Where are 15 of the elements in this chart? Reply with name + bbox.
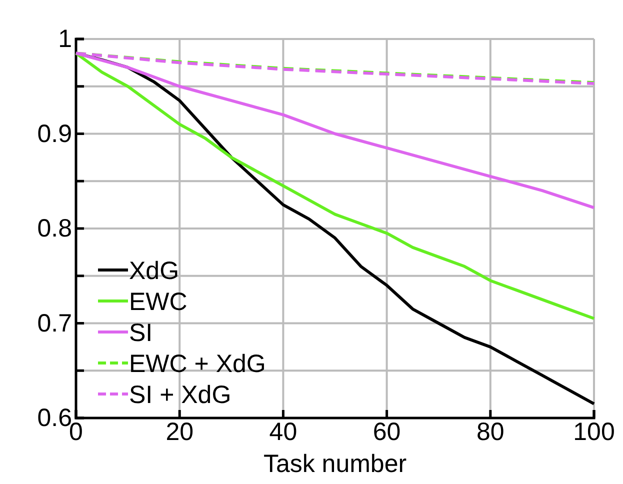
x-tick-label: 100 (573, 418, 615, 446)
y-tick-label: 0.9 (37, 120, 72, 148)
legend-label: XdG (129, 257, 180, 285)
x-tick-label: 20 (166, 418, 194, 446)
x-axis-title: Task number (263, 450, 407, 478)
legend-label: EWC (129, 288, 188, 316)
legend-label: SI (129, 319, 153, 347)
legend-label: EWC + XdG (129, 350, 266, 378)
x-tick-label: 80 (476, 418, 504, 446)
y-tick-label: 1 (58, 25, 72, 53)
y-tick-label: 0.8 (37, 214, 72, 242)
x-tick-label: 40 (269, 418, 298, 446)
legend-label: SI + XdG (129, 381, 232, 409)
y-tick-label: 0.7 (37, 309, 72, 338)
x-tick-label: 60 (372, 418, 401, 446)
